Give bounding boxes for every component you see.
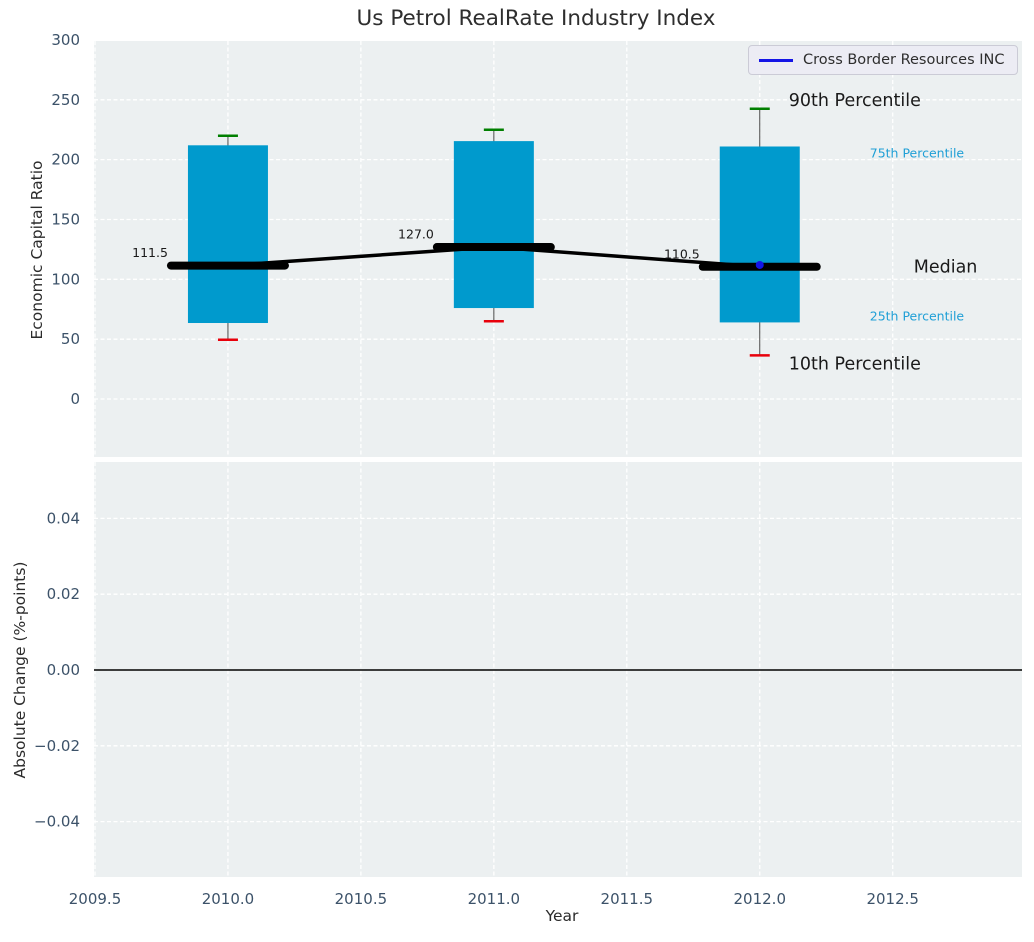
median-value-label: 111.5	[132, 245, 168, 260]
y-tick-label-top: 0	[70, 390, 80, 408]
legend-line-icon	[759, 58, 793, 62]
y-tick-label-bottom: 0.00	[47, 661, 80, 679]
x-tick-label: 2010.5	[335, 890, 388, 908]
iqr-box	[453, 141, 534, 309]
y-tick-label-bottom: −0.04	[34, 813, 80, 831]
x-tick-label: 2011.5	[601, 890, 654, 908]
iqr-box	[719, 146, 800, 323]
y-tick-label-top: 100	[51, 270, 80, 288]
y-tick-label-bottom: −0.02	[34, 737, 80, 755]
y-tick-label-bottom: 0.02	[47, 585, 80, 603]
company-point	[755, 260, 764, 269]
percentile-callout: 75th Percentile	[870, 145, 965, 160]
percentile-callout: 10th Percentile	[789, 354, 921, 374]
median-value-label: 110.5	[664, 246, 700, 261]
percentile-callout: 90th Percentile	[789, 91, 921, 111]
y-tick-label-top: 150	[51, 210, 80, 228]
y-tick-label-top: 200	[51, 151, 80, 169]
y-tick-label-bottom: 0.04	[47, 509, 80, 527]
y-axis-label-top: Economic Capital Ratio	[28, 160, 46, 340]
x-axis-label: Year	[545, 907, 579, 925]
iqr-box	[187, 145, 268, 324]
median-value-label: 127.0	[398, 227, 434, 242]
legend: Cross Border Resources INC	[748, 45, 1018, 75]
x-tick-label: 2012.0	[734, 890, 787, 908]
y-tick-label-top: 300	[51, 31, 80, 49]
x-tick-label: 2010.0	[202, 890, 255, 908]
y-tick-label-top: 250	[51, 91, 80, 109]
percentile-callout: 25th Percentile	[870, 308, 965, 323]
x-tick-label: 2009.5	[69, 890, 122, 908]
x-tick-label: 2011.0	[468, 890, 521, 908]
chart-title: Us Petrol RealRate Industry Index	[356, 6, 716, 31]
x-tick-label: 2012.5	[866, 890, 919, 908]
y-tick-label-top: 50	[61, 330, 80, 348]
legend-label: Cross Border Resources INC	[803, 52, 1005, 68]
y-axis-label-bottom: Absolute Change (%-points)	[11, 561, 29, 779]
percentile-callout: Median	[914, 257, 978, 277]
